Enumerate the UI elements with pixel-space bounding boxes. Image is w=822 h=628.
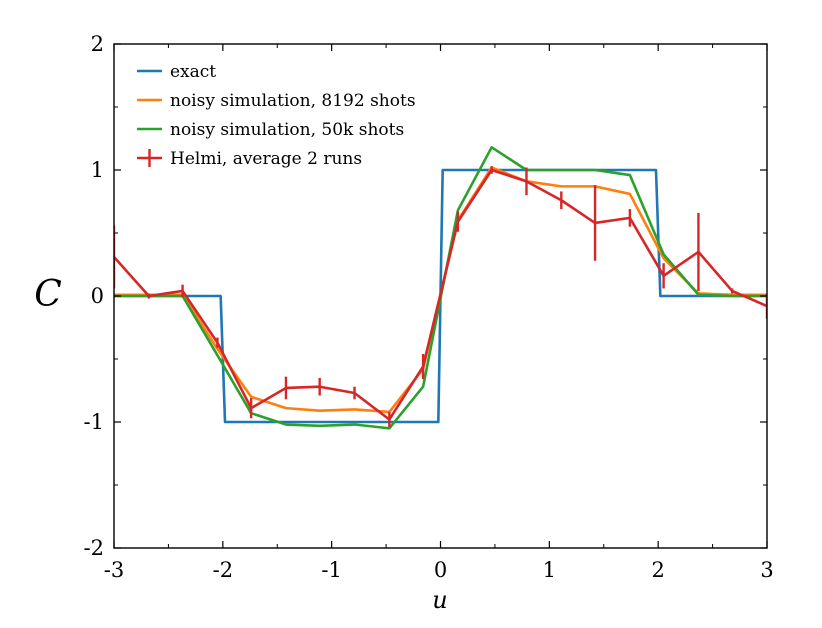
series-layer [114, 146, 767, 430]
x-tick-label: 2 [651, 558, 664, 582]
y-axis-label: C [34, 274, 62, 315]
y-tick-label: -1 [84, 410, 104, 434]
legend-label: exact [170, 62, 216, 82]
y-tick-label: -2 [84, 536, 104, 560]
x-tick-label: -1 [321, 558, 341, 582]
legend: exact noisy simulation, 8192 shots noisy s… [137, 62, 416, 169]
x-tick-label: 0 [434, 558, 447, 582]
legend-label: Helmi, average 2 runs [170, 149, 362, 169]
x-tick-label: 1 [543, 558, 556, 582]
series-line-3 [114, 168, 767, 421]
x-tick-label: 3 [760, 558, 773, 582]
x-axis-label: u [432, 586, 447, 614]
y-tick-label: 0 [91, 284, 104, 308]
y-tick-label: 1 [91, 158, 104, 182]
x-tick-label: -2 [213, 558, 233, 582]
legend-label: noisy simulation, 8192 shots [170, 91, 416, 111]
x-tick-label: -3 [104, 558, 124, 582]
y-tick-label: 2 [91, 32, 104, 56]
legend-label: noisy simulation, 50k shots [170, 120, 404, 140]
